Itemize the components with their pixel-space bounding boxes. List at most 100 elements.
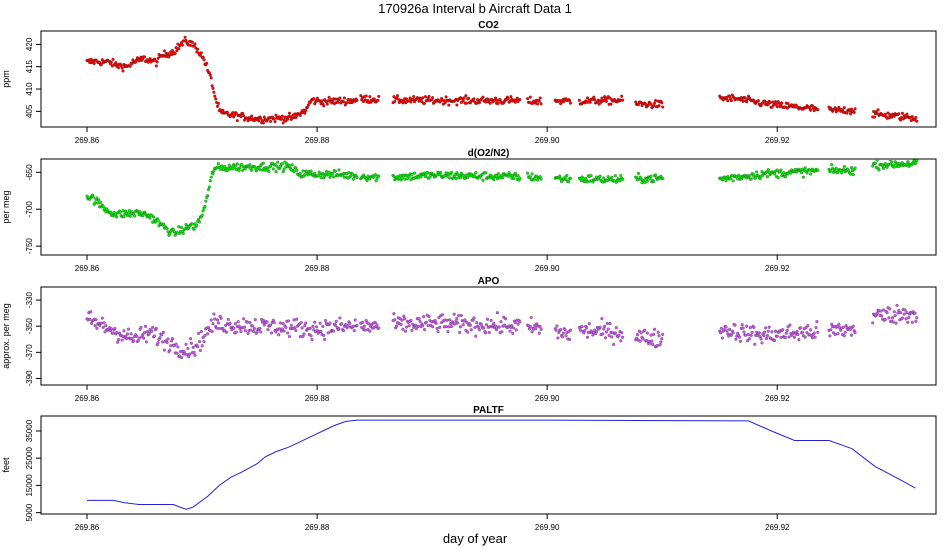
data-point <box>881 166 886 170</box>
y-tick-label: -700 <box>25 201 34 218</box>
data-point <box>411 97 415 101</box>
data-point <box>497 325 501 329</box>
data-point <box>787 335 791 339</box>
data-point <box>617 333 621 337</box>
data-point <box>648 177 652 181</box>
data-point <box>93 324 97 328</box>
data-point <box>314 325 319 329</box>
data-point <box>337 168 341 172</box>
data-point <box>316 174 320 178</box>
data-point <box>653 327 657 331</box>
data-point <box>421 96 425 100</box>
data-point <box>116 66 121 70</box>
data-point <box>560 335 564 339</box>
data-point <box>141 333 145 337</box>
data-point <box>174 46 178 50</box>
data-point <box>610 175 614 179</box>
data-point <box>235 162 239 166</box>
data-point <box>759 337 763 341</box>
data-point <box>786 101 790 106</box>
x-tick-label: 269.86 <box>75 264 100 273</box>
data-point <box>499 320 503 324</box>
panel-title: CO2 <box>478 20 499 31</box>
data-point <box>312 328 316 332</box>
data-point <box>446 330 450 334</box>
data-point <box>729 99 733 103</box>
x-tick-label: 269.86 <box>75 523 100 532</box>
data-point <box>477 328 481 332</box>
data-point <box>604 99 608 103</box>
data-point <box>156 56 160 60</box>
data-point <box>309 334 313 338</box>
data-point <box>516 322 520 326</box>
data-point <box>650 339 654 343</box>
data-point <box>191 345 195 349</box>
data-point <box>594 330 599 334</box>
data-point <box>805 171 809 175</box>
data-point <box>303 173 307 177</box>
data-point <box>201 209 205 213</box>
y-tick-label: -390 <box>25 370 34 387</box>
data-point <box>752 325 756 330</box>
data-point <box>879 309 883 313</box>
data-point <box>220 164 224 168</box>
data-point <box>246 331 250 335</box>
figure-title: 170926a Interval b Aircraft Data 1 <box>378 1 572 16</box>
data-point <box>833 332 837 337</box>
data-point <box>143 330 147 335</box>
data-point <box>810 336 814 340</box>
data-point <box>200 344 204 348</box>
data-point <box>404 329 408 333</box>
data-point <box>750 330 754 334</box>
data-point <box>530 330 534 334</box>
data-point <box>915 119 919 123</box>
data-point <box>210 329 214 333</box>
data-point <box>603 324 607 328</box>
data-point <box>496 172 500 176</box>
data-point <box>465 320 469 324</box>
data-point <box>183 227 187 231</box>
data-point <box>215 318 220 322</box>
data-point <box>304 321 308 325</box>
data-point <box>788 323 792 327</box>
data-point <box>444 95 448 99</box>
data-point <box>458 325 463 329</box>
data-point <box>783 335 787 339</box>
data-point <box>115 215 119 219</box>
y-tick-label: 420 <box>25 37 34 51</box>
data-point <box>614 326 618 330</box>
data-point <box>143 55 147 59</box>
data-point <box>796 332 800 336</box>
panel-frame <box>40 415 937 515</box>
data-point <box>422 328 427 332</box>
data-point <box>161 340 165 344</box>
data-point <box>211 86 215 90</box>
data-point <box>239 115 243 119</box>
data-point <box>780 101 784 105</box>
data-point <box>770 105 774 109</box>
data-point <box>641 337 645 341</box>
data-point <box>337 327 341 331</box>
data-point <box>528 95 532 99</box>
data-point <box>417 316 421 321</box>
data-point <box>213 94 217 98</box>
data-point <box>814 326 818 330</box>
x-tick-label: 269.86 <box>75 394 100 403</box>
data-point <box>352 329 356 333</box>
data-point <box>373 320 377 324</box>
data-point <box>528 175 532 179</box>
data-point <box>836 332 840 336</box>
data-point <box>457 313 461 318</box>
data-point <box>809 172 813 176</box>
data-point <box>601 332 605 336</box>
data-point <box>425 170 429 174</box>
data-point <box>559 327 563 332</box>
data-point <box>744 333 748 337</box>
data-point <box>209 76 213 80</box>
data-point <box>427 176 431 180</box>
data-point <box>403 177 407 181</box>
data-point <box>837 322 841 326</box>
data-point <box>583 328 587 333</box>
data-point <box>422 101 427 105</box>
data-point <box>501 176 505 180</box>
